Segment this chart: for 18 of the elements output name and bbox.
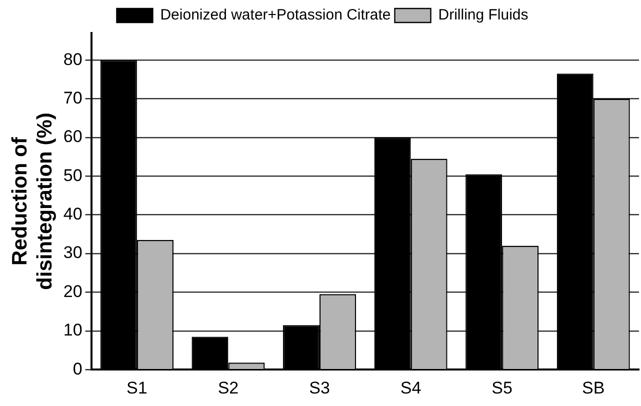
y-tick-label: 0 [72,359,82,378]
y-tick-label: 70 [63,88,82,108]
y-tick-label: 80 [63,50,82,69]
x-tick-label: S3 [309,378,330,398]
x-tick-label: SB [582,378,605,398]
y-tick-label: 10 [63,320,82,340]
legend-label: Drilling Fluids [438,6,528,24]
y-tick-label: 20 [63,282,82,301]
x-tick-label: S5 [492,378,512,398]
y-axis-title: Reduction of disintegration (%) [8,112,57,290]
legend-label: Deionized water+Potassion Citrate [160,6,391,24]
y-tick-label: 40 [63,204,82,224]
y-tick-label: 30 [63,243,82,262]
x-tick-label: S1 [126,378,148,398]
y-tick-label: 50 [63,166,82,185]
x-tick-label: S4 [400,378,422,398]
y-tick-label: 60 [63,127,82,146]
x-tick-label: S2 [218,378,239,398]
